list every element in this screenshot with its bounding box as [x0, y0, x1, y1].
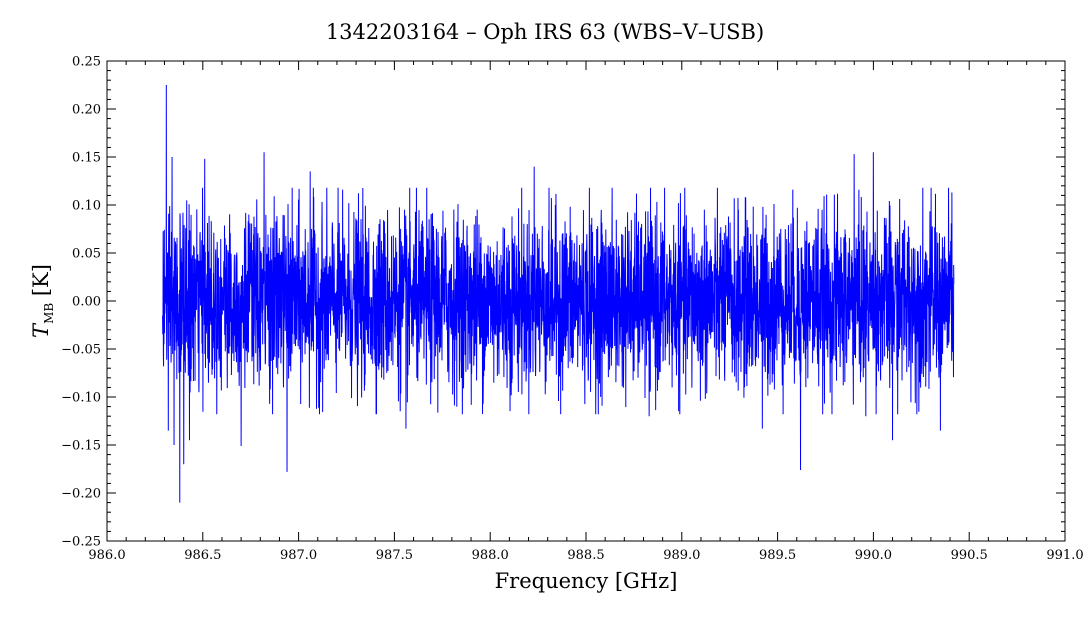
y-axis-label-main: T: [29, 322, 53, 338]
spectrum-series: [162, 84, 955, 503]
x-tick-label: 986.5: [184, 548, 221, 563]
y-axis-label: TMB [K]: [29, 264, 56, 338]
y-tick-label: −0.20: [61, 487, 101, 502]
x-tick-label: 987.5: [376, 548, 413, 563]
x-tick-label: 988.5: [567, 548, 604, 563]
y-tick-label: −0.05: [61, 343, 101, 358]
y-tick-label: 0.05: [72, 247, 101, 262]
plot-frame: [106, 60, 1066, 542]
x-tick-label: 991.0: [1046, 548, 1083, 563]
y-tick-label: 0.15: [72, 151, 101, 166]
y-tick-label: −0.25: [61, 535, 101, 550]
x-tick-label: 989.5: [759, 548, 796, 563]
y-tick-label: 0.00: [72, 295, 101, 310]
y-tick-label: 0.25: [72, 55, 101, 70]
y-axis-label-sub: MB: [42, 303, 56, 324]
x-tick-label: 990.0: [855, 548, 892, 563]
x-tick-label: 987.0: [280, 548, 317, 563]
y-axis-label-unit: [K]: [29, 264, 53, 303]
y-tick-label: 0.10: [72, 199, 101, 214]
axis-ticks: 986.0 986.5 987.0 987.5 988.0 988.5 989.0 989.5…: [61, 55, 1083, 564]
spectrum-line: [162, 84, 955, 503]
y-tick-label: −0.10: [61, 391, 101, 406]
x-axis-label: Frequency [GHz]: [495, 569, 678, 593]
chart-title: 1342203164 – Oph IRS 63 (WBS–V–USB): [326, 20, 764, 44]
x-tick-label: 990.5: [951, 548, 988, 563]
y-tick-label: 0.20: [72, 103, 101, 118]
x-tick-label: 988.0: [472, 548, 509, 563]
y-tick-label: −0.15: [61, 439, 101, 454]
x-tick-label: 986.0: [88, 548, 125, 563]
x-tick-label: 989.0: [663, 548, 700, 563]
